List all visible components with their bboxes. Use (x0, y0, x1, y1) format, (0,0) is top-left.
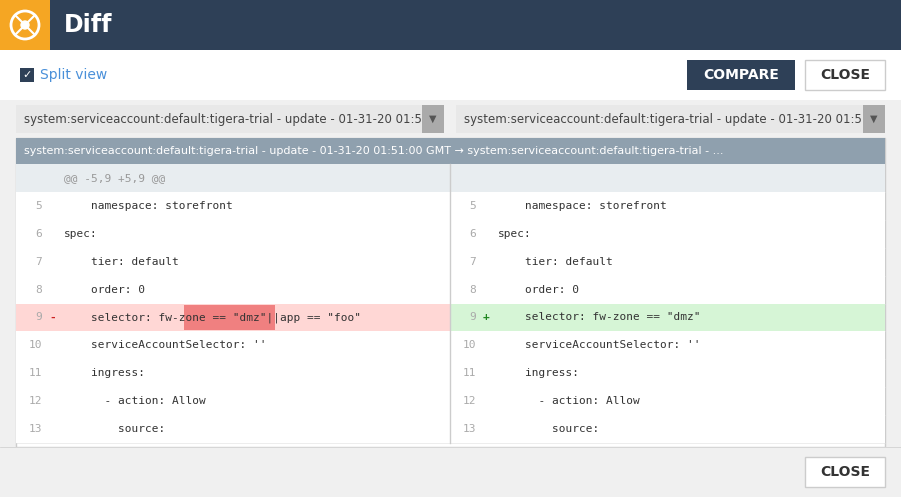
Text: Split view: Split view (40, 68, 107, 82)
Bar (450, 359, 885, 387)
Text: 5: 5 (35, 201, 42, 211)
Bar (16, 359, 450, 387)
Text: order: 0: order: 0 (498, 285, 579, 295)
Bar (687, 60, 795, 90)
Text: 5: 5 (469, 201, 476, 211)
Bar (450, 304, 885, 331)
Bar (450, 276, 885, 304)
Bar (0, 100, 901, 138)
Text: serviceAccountSelector: '': serviceAccountSelector: '' (498, 340, 700, 350)
Bar (450, 192, 885, 220)
Bar (16, 220, 450, 248)
Bar (16, 304, 450, 331)
Bar (450, 415, 885, 443)
Text: system:serviceaccount:default:tigera-trial - update - 01-31-20 01:51:00 GMT → sy: system:serviceaccount:default:tigera-tri… (24, 146, 724, 156)
Text: 12: 12 (29, 396, 42, 406)
Text: 13: 13 (462, 424, 476, 434)
Text: 13: 13 (29, 424, 42, 434)
Bar (16, 415, 450, 443)
Text: 9: 9 (469, 313, 476, 323)
Text: CLOSE: CLOSE (820, 68, 870, 82)
Bar (805, 60, 885, 90)
Text: 11: 11 (29, 368, 42, 378)
Text: 7: 7 (35, 256, 42, 267)
Bar (0, 50, 901, 100)
Text: serviceAccountSelector: '': serviceAccountSelector: '' (64, 340, 267, 350)
Text: -: - (49, 313, 56, 323)
Text: system:serviceaccount:default:tigera-trial - update - 01-31-20 01:5: system:serviceaccount:default:tigera-tri… (24, 112, 422, 126)
Bar (450, 248, 885, 276)
Bar (16, 192, 450, 220)
Text: namespace: storefront: namespace: storefront (64, 201, 232, 211)
Text: 8: 8 (35, 285, 42, 295)
Bar (16, 276, 450, 304)
Text: 10: 10 (29, 340, 42, 350)
Bar (450, 387, 885, 415)
Bar (0, 0, 901, 50)
Text: 7: 7 (469, 256, 476, 267)
Text: - action: Allow: - action: Allow (64, 396, 205, 406)
Text: 8: 8 (469, 285, 476, 295)
Bar (16, 138, 885, 447)
Text: ingress:: ingress: (498, 368, 579, 378)
Text: COMPARE: COMPARE (703, 68, 779, 82)
Bar (16, 331, 450, 359)
Bar (456, 105, 885, 133)
Bar (450, 220, 885, 248)
Text: +: + (483, 313, 490, 323)
Bar (0, 447, 901, 497)
Text: 9: 9 (35, 313, 42, 323)
Bar (16, 164, 450, 192)
Circle shape (21, 21, 29, 29)
Text: ingress:: ingress: (64, 368, 145, 378)
Text: @@ -5,9 +5,9 @@: @@ -5,9 +5,9 @@ (64, 173, 165, 183)
Text: 6: 6 (469, 229, 476, 239)
Text: spec:: spec: (498, 229, 532, 239)
Text: ✓: ✓ (23, 70, 32, 80)
Bar (863, 105, 885, 133)
Bar (16, 387, 450, 415)
Text: source:: source: (64, 424, 165, 434)
Text: tier: default: tier: default (498, 256, 613, 267)
Bar (450, 331, 885, 359)
Text: spec:: spec: (64, 229, 97, 239)
Text: Diff: Diff (64, 13, 113, 37)
Text: selector: fw-zone == "dmz": selector: fw-zone == "dmz" (498, 313, 700, 323)
Bar (184, 305, 275, 331)
Bar (16, 248, 450, 276)
Text: system:serviceaccount:default:tigera-trial - update - 01-31-20 01:5: system:serviceaccount:default:tigera-tri… (464, 112, 862, 126)
Bar (16, 138, 885, 164)
Text: source:: source: (498, 424, 599, 434)
Bar (805, 457, 885, 487)
Text: - action: Allow: - action: Allow (498, 396, 640, 406)
Text: order: 0: order: 0 (64, 285, 145, 295)
Text: namespace: storefront: namespace: storefront (498, 201, 667, 211)
Bar (0, 0, 50, 50)
Bar (20, 68, 34, 82)
Text: ▼: ▼ (870, 114, 878, 124)
Text: CLOSE: CLOSE (820, 465, 870, 479)
Text: 12: 12 (462, 396, 476, 406)
Text: 10: 10 (462, 340, 476, 350)
Text: selector: fw-zone == "dmz"||app == "foo": selector: fw-zone == "dmz"||app == "foo" (64, 312, 361, 323)
Bar (422, 105, 444, 133)
Text: ▼: ▼ (429, 114, 437, 124)
Text: tier: default: tier: default (64, 256, 178, 267)
Text: 6: 6 (35, 229, 42, 239)
Bar (16, 105, 444, 133)
Bar (450, 164, 885, 192)
Text: 11: 11 (462, 368, 476, 378)
